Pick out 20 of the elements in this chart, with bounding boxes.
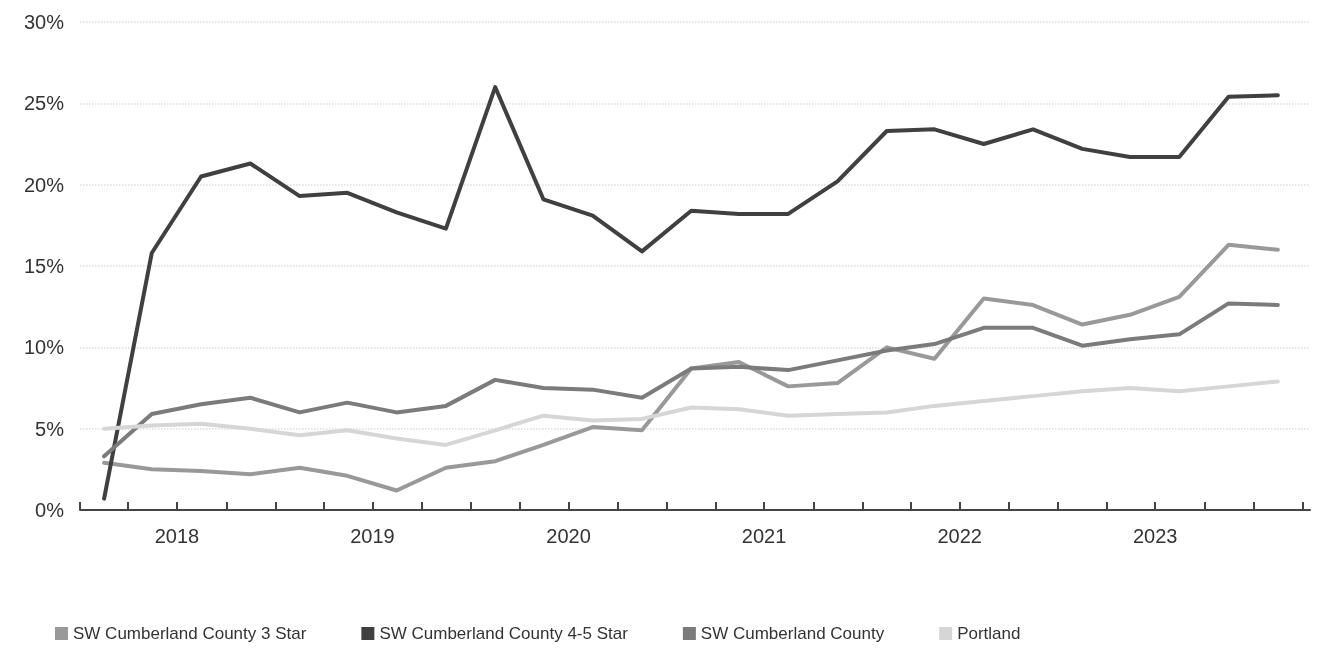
x-tick-label: 2020 xyxy=(546,525,591,547)
x-tick-label: 2023 xyxy=(1132,525,1178,547)
y-tick-label: 20% xyxy=(23,173,65,196)
legend-label: SW Cumberland County xyxy=(700,624,885,643)
line-series xyxy=(102,85,1280,501)
y-tick-label: 0% xyxy=(35,499,65,521)
y-tick-label: 10% xyxy=(23,336,65,359)
y-tick-label: 15% xyxy=(23,255,65,277)
legend-label: SW Cumberland County 3 Star xyxy=(73,624,307,643)
x-tick-label: 2022 xyxy=(937,525,982,547)
y-tick-label: 30% xyxy=(23,11,65,33)
y-tick-label: 25% xyxy=(23,92,65,115)
line-series xyxy=(102,242,1280,493)
legend-label: Portland xyxy=(957,624,1021,643)
x-tick-label: 2021 xyxy=(741,525,787,547)
x-tick-label: 2018 xyxy=(154,525,200,547)
legend-label: SW Cumberland County 4-5 Star xyxy=(379,624,629,643)
x-tick-label: 2019 xyxy=(350,525,395,547)
line-series xyxy=(102,301,1280,459)
y-tick-label: 5% xyxy=(35,417,65,440)
